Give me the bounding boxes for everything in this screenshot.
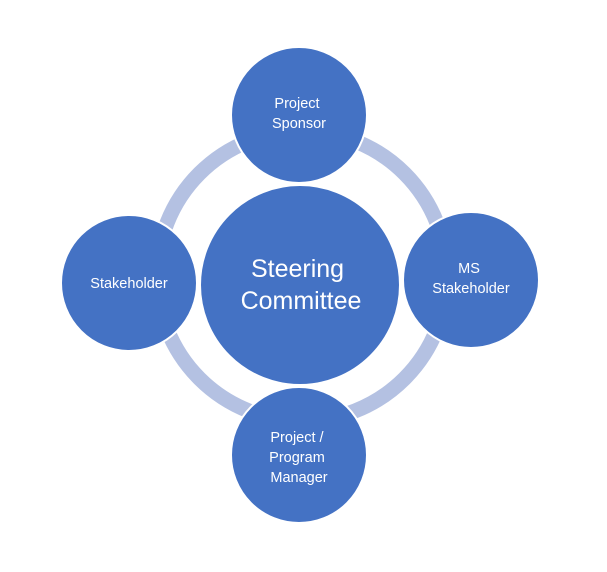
- center-circle: [199, 184, 401, 386]
- node-project-program-manager-line-1: Project /: [270, 430, 324, 446]
- node-stakeholder-line-1: Stakeholder: [90, 276, 168, 292]
- node-ms-stakeholder-line-2: Stakeholder: [432, 281, 510, 297]
- node-ms-stakeholder-line-1: MS: [458, 261, 480, 277]
- node-project-program-manager: [230, 386, 368, 524]
- node-project-program-manager-label: Project / Program Manager: [269, 430, 329, 486]
- center-label-line-2: Committee: [241, 287, 362, 315]
- node-project-program-manager-line-3: Manager: [270, 470, 327, 486]
- node-project-sponsor-label: Project Sponsor: [272, 96, 326, 132]
- node-ms-stakeholder: [402, 211, 540, 349]
- node-stakeholder: [60, 214, 198, 352]
- center-label-line-1: Steering: [251, 255, 344, 283]
- node-ms-stakeholder-label: MS Stakeholder: [432, 261, 510, 297]
- node-stakeholder-label: Stakeholder: [90, 276, 168, 292]
- node-project-program-manager-line-2: Program: [269, 450, 325, 466]
- node-project-sponsor: [230, 46, 368, 184]
- node-project-sponsor-line-2: Sponsor: [272, 116, 326, 132]
- node-project-sponsor-line-1: Project: [274, 96, 319, 112]
- center-label: Steering Committee: [241, 255, 362, 315]
